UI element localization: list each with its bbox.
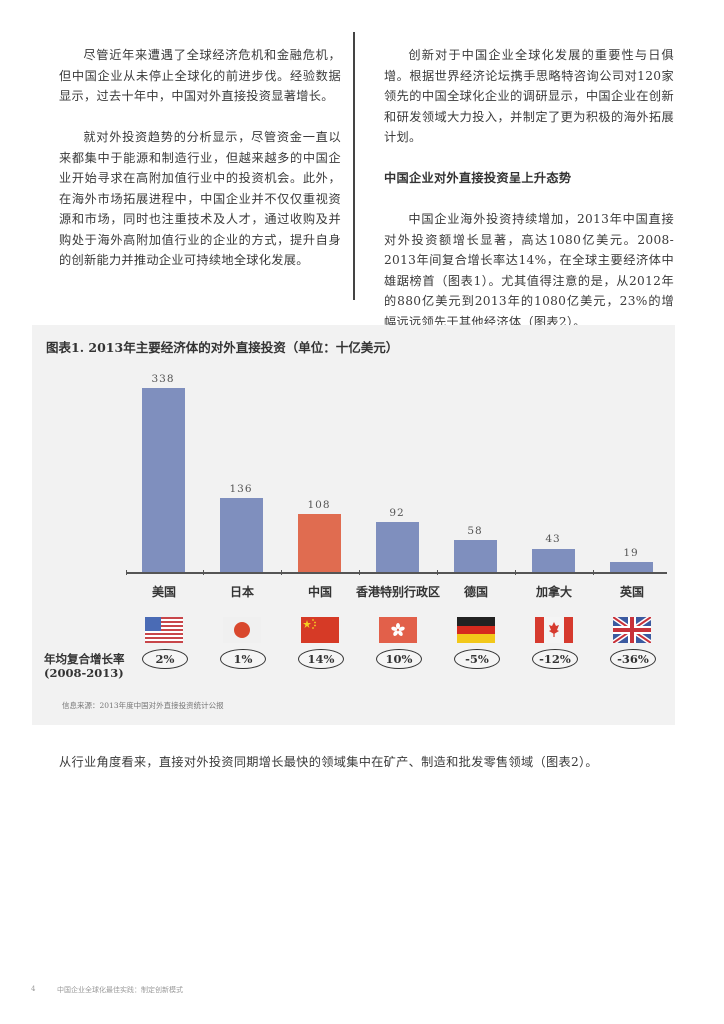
japan-flag-icon — [223, 617, 261, 643]
left-paragraph-2: 就对外投资趋势的分析显示，尽管资金一直以来都集中于能源和制造行业，但越来越多的中… — [59, 130, 341, 267]
cagr-value-hong-kong: 10% — [376, 649, 422, 669]
category-label-uk: 英国 — [619, 585, 644, 599]
bar-germany — [454, 540, 497, 572]
cagr-value-canada: -12% — [532, 649, 578, 669]
china-flag-icon — [301, 617, 339, 643]
axis-tick — [593, 570, 594, 575]
hong-kong-flag-icon — [379, 617, 417, 643]
cagr-label-title: 年均复合增长率 — [44, 652, 125, 666]
category-label-china: 中国 — [307, 585, 332, 599]
axis-tick — [126, 570, 127, 575]
axis-tick — [281, 570, 282, 575]
bar-value-canada: 43 — [545, 533, 561, 545]
column-divider — [353, 32, 355, 300]
canada-flag-icon — [535, 617, 573, 643]
bar-value-china: 108 — [307, 499, 331, 511]
cagr-label-period: (2008-2013) — [44, 666, 124, 680]
bar-hong-kong — [376, 522, 419, 572]
category-label-us: 美国 — [151, 585, 176, 599]
germany-flag-icon — [457, 617, 495, 643]
cagr-value-japan: 1% — [220, 649, 266, 669]
chart-figure-1: 图表1. 2013年主要经济体的对外直接投资（单位：十亿美元） 338 136 … — [32, 325, 675, 725]
axis-tick — [359, 570, 360, 575]
cagr-value-germany: -5% — [454, 649, 500, 669]
category-label-germany: 德国 — [463, 585, 488, 599]
bar-value-japan: 136 — [229, 483, 253, 495]
x-axis — [126, 572, 667, 574]
left-paragraph-1: 尽管近年来遭遇了全球经济危机和金融危机，但中国企业从未停止全球化的前进步伐。经验… — [59, 48, 341, 103]
bar-canada — [532, 549, 575, 572]
us-flag-icon — [145, 617, 183, 643]
right-paragraph-2: 中国企业海外投资持续增加，2013年中国直接对外投资额增长显著，高达1080亿美… — [384, 212, 674, 329]
cagr-value-us: 2% — [142, 649, 188, 669]
category-label-hong-kong: 香港特别行政区 — [355, 585, 440, 599]
uk-flag-icon — [613, 617, 651, 643]
bar-china — [298, 514, 341, 572]
cagr-value-uk: -36% — [610, 649, 656, 669]
left-column: 尽管近年来遭遇了全球经济危机和金融危机，但中国企业从未停止全球化的前进步伐。经验… — [59, 45, 341, 271]
axis-tick — [203, 570, 204, 575]
chart-title: 图表1. 2013年主要经济体的对外直接投资（单位：十亿美元） — [46, 340, 399, 355]
bar-value-hong-kong: 92 — [389, 507, 405, 519]
cagr-label: 年均复合增长率 (2008-2013) — [44, 652, 125, 680]
footer-title: 中国企业全球化最佳实践：制定创新模式 — [57, 986, 183, 994]
chart-source: 信息来源：2013年度中国对外直接投资统计公报 — [62, 701, 224, 710]
footer-page-number: 4 — [31, 985, 36, 993]
bar-value-us: 338 — [151, 373, 175, 385]
axis-tick — [515, 570, 516, 575]
right-column: 创新对于中国企业全球化发展的重要性与日俱增。根据世界经济论坛携手思略特咨询公司对… — [384, 45, 674, 332]
bar-japan — [220, 498, 263, 572]
bar-value-germany: 58 — [467, 525, 483, 537]
bar-value-uk: 19 — [623, 547, 639, 559]
after-chart-paragraph: 从行业角度看来，直接对外投资同期增长最快的领域集中在矿产、制造和批发零售领域（图… — [59, 755, 598, 769]
axis-tick — [437, 570, 438, 575]
category-label-japan: 日本 — [229, 585, 254, 599]
section-subheading: 中国企业对外直接投资呈上升态势 — [384, 171, 572, 185]
bar-us — [142, 388, 185, 572]
right-paragraph-1: 创新对于中国企业全球化发展的重要性与日俱增。根据世界经济论坛携手思略特咨询公司对… — [384, 48, 674, 144]
category-label-canada: 加拿大 — [535, 585, 572, 599]
cagr-value-china: 14% — [298, 649, 344, 669]
bar-uk — [610, 562, 653, 572]
